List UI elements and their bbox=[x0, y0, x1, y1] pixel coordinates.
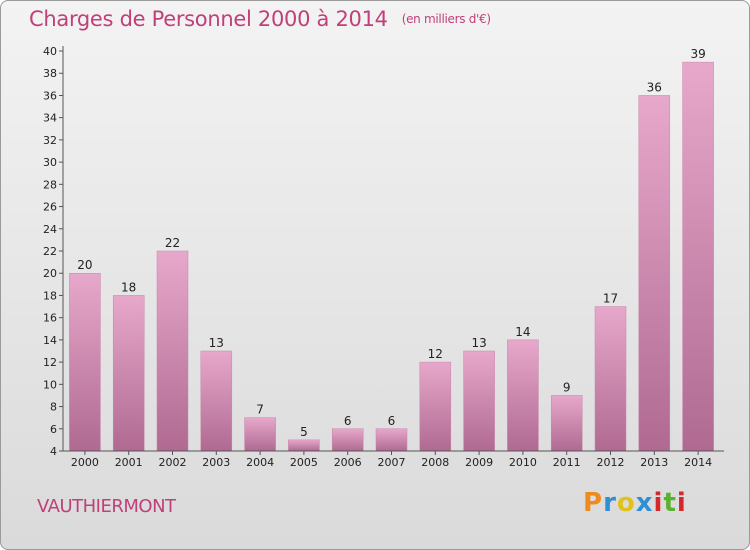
bar-2008 bbox=[419, 361, 452, 452]
data-label-2006: 6 bbox=[344, 414, 352, 428]
y-tick-label: 30 bbox=[43, 156, 57, 169]
x-tick-label-2009: 2009 bbox=[465, 456, 493, 469]
x-tick-label-2013: 2013 bbox=[640, 456, 668, 469]
logo-letter: x bbox=[635, 488, 654, 518]
y-tick-label: 16 bbox=[43, 312, 57, 325]
y-tick-label: 28 bbox=[43, 178, 57, 191]
logo-letter: i bbox=[676, 488, 687, 518]
y-tick-label: 22 bbox=[43, 245, 57, 258]
data-label-2004: 7 bbox=[256, 403, 264, 417]
y-tick-label: 24 bbox=[43, 223, 57, 236]
y-tick-label: 8 bbox=[50, 401, 57, 414]
bar-2001 bbox=[112, 295, 145, 452]
y-tick-label: 32 bbox=[43, 134, 57, 147]
y-tick-label: 4 bbox=[50, 445, 57, 458]
logo-letter: t bbox=[663, 488, 677, 518]
bar-2013 bbox=[638, 95, 671, 452]
data-label-2000: 20 bbox=[77, 258, 92, 272]
y-tick-label: 18 bbox=[43, 289, 57, 302]
data-label-2011: 9 bbox=[563, 380, 571, 394]
y-tick-label: 38 bbox=[43, 67, 57, 80]
bar-2014 bbox=[682, 61, 714, 452]
data-label-2003: 13 bbox=[209, 336, 224, 350]
data-label-2008: 12 bbox=[428, 347, 443, 361]
y-tick-label: 14 bbox=[43, 334, 57, 347]
chart-title: Charges de Personnel 2000 à 2014 (en mill… bbox=[29, 7, 491, 31]
data-label-2013: 36 bbox=[647, 80, 662, 94]
bar-2002 bbox=[156, 250, 189, 452]
x-tick-label-2003: 2003 bbox=[202, 456, 230, 469]
bar-2009 bbox=[463, 350, 495, 452]
y-tick-label: 20 bbox=[43, 267, 57, 280]
bar-2012 bbox=[594, 306, 627, 452]
x-tick-label-2005: 2005 bbox=[290, 456, 318, 469]
x-tick-label-2011: 2011 bbox=[553, 456, 581, 469]
bar-2004 bbox=[244, 417, 276, 452]
bar-2006 bbox=[331, 428, 364, 452]
y-tick-label: 40 bbox=[43, 45, 57, 58]
x-tick-label-2007: 2007 bbox=[378, 456, 406, 469]
chart-subtitle: (en milliers d'€) bbox=[401, 12, 491, 26]
logo-letter: P bbox=[583, 488, 604, 518]
x-tick-label-2000: 2000 bbox=[71, 456, 99, 469]
x-tick-label-2004: 2004 bbox=[246, 456, 274, 469]
y-tick-label: 34 bbox=[43, 112, 57, 125]
data-label-2009: 13 bbox=[471, 336, 486, 350]
y-tick-label: 10 bbox=[43, 378, 57, 391]
y-tick-label: 12 bbox=[43, 356, 57, 369]
x-tick-label-2014: 2014 bbox=[684, 456, 712, 469]
x-tick-label-2006: 2006 bbox=[334, 456, 362, 469]
bar-2011 bbox=[550, 395, 583, 452]
commune-name: VAUTHIERMONT bbox=[37, 496, 176, 517]
y-tick-label: 26 bbox=[43, 201, 57, 214]
data-label-2010: 14 bbox=[515, 325, 530, 339]
x-tick-label-2010: 2010 bbox=[509, 456, 537, 469]
bar-2000 bbox=[69, 272, 101, 452]
data-label-2007: 6 bbox=[388, 414, 396, 428]
x-tick-label-2012: 2012 bbox=[597, 456, 625, 469]
x-tick-label-2002: 2002 bbox=[159, 456, 187, 469]
logo-letter: o bbox=[616, 488, 636, 518]
data-label-2001: 18 bbox=[121, 280, 136, 294]
logo-letter: i bbox=[653, 488, 664, 518]
chart-title-text: Charges de Personnel 2000 à 2014 bbox=[29, 7, 388, 31]
logo-letter: r bbox=[603, 488, 617, 518]
bar-2010 bbox=[507, 339, 539, 452]
proxiti-logo: Proxiti bbox=[583, 488, 687, 518]
x-tick-label-2001: 2001 bbox=[115, 456, 143, 469]
bar-2005 bbox=[288, 439, 320, 452]
y-tick-label: 6 bbox=[50, 423, 57, 436]
data-label-2014: 39 bbox=[690, 47, 705, 61]
x-tick-label-2008: 2008 bbox=[421, 456, 449, 469]
bars-group: 20 18 22 13 7 5 6 6 12 13 14 9 17 36 39 bbox=[69, 47, 714, 452]
data-label-2012: 17 bbox=[603, 292, 618, 306]
bar-2007 bbox=[375, 428, 408, 452]
axes-group: 4 6 8 10 12 14 16 18 20 22 24 26 28 30 32 34 36 38 40 2000 2… bbox=[43, 45, 724, 469]
bar-2003 bbox=[200, 350, 233, 452]
y-tick-label: 36 bbox=[43, 89, 57, 102]
data-label-2002: 22 bbox=[165, 236, 180, 250]
data-label-2005: 5 bbox=[300, 425, 308, 439]
